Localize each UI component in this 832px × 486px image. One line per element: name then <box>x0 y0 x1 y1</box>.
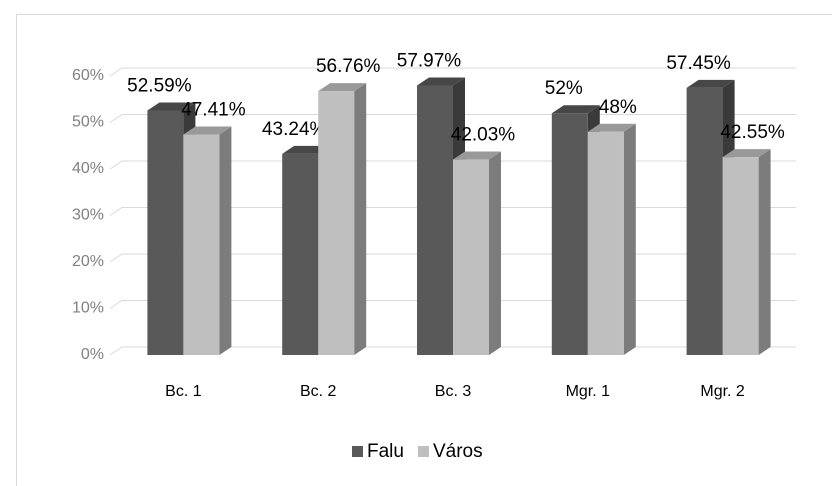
bar-top <box>417 77 465 86</box>
x-tick-label: Bc. 2 <box>300 383 337 400</box>
y-tick-label: 30% <box>72 207 104 224</box>
bar <box>318 91 355 355</box>
bar-side <box>623 123 636 355</box>
y-tick-label: 50% <box>72 114 104 131</box>
data-label: 42.55% <box>720 122 785 143</box>
data-label: 57.45% <box>666 53 731 74</box>
bar-side <box>489 151 501 355</box>
data-label: 52% <box>545 78 583 99</box>
bar-top <box>551 105 600 114</box>
bar-top <box>587 123 636 132</box>
data-label: 42.03% <box>451 125 516 146</box>
bar <box>587 131 624 355</box>
data-label: 48% <box>599 97 637 118</box>
bar-top <box>686 79 735 88</box>
bar <box>147 110 184 355</box>
bar-top <box>318 83 367 92</box>
grid-line <box>109 67 796 77</box>
bar-side <box>219 126 232 355</box>
bar <box>453 159 489 355</box>
legend-swatch <box>352 446 363 457</box>
bar-side <box>758 149 771 355</box>
y-tick-label: 40% <box>72 160 104 177</box>
bar <box>282 153 319 355</box>
data-label: 47.41% <box>181 100 246 121</box>
x-tick-label: Mgr. 2 <box>700 383 745 400</box>
bar-top <box>722 149 771 158</box>
legend-label: Falu <box>367 441 404 462</box>
y-tick-label: 0% <box>81 346 104 363</box>
data-label: 57.97% <box>397 50 462 71</box>
data-label: 43.24% <box>262 119 327 140</box>
bar-top <box>183 126 232 135</box>
data-label: 52.59% <box>127 75 192 96</box>
x-tick-label: Bc. 1 <box>165 383 202 400</box>
x-tick-label: Bc. 3 <box>435 383 472 400</box>
legend-swatch <box>417 446 429 457</box>
y-tick-label: 10% <box>72 300 104 317</box>
y-tick-label: 20% <box>72 253 104 270</box>
x-tick-label: Mgr. 1 <box>566 383 611 400</box>
bar <box>417 85 453 355</box>
y-tick-label: 60% <box>72 67 104 84</box>
bar-side <box>354 83 367 355</box>
bar <box>686 87 723 356</box>
bar <box>183 134 220 355</box>
bar <box>722 157 759 355</box>
bar-top <box>453 151 501 160</box>
bar-top <box>147 102 196 111</box>
data-label: 56.76% <box>316 56 381 77</box>
legend-label: Város <box>433 441 483 462</box>
bar <box>551 113 588 355</box>
